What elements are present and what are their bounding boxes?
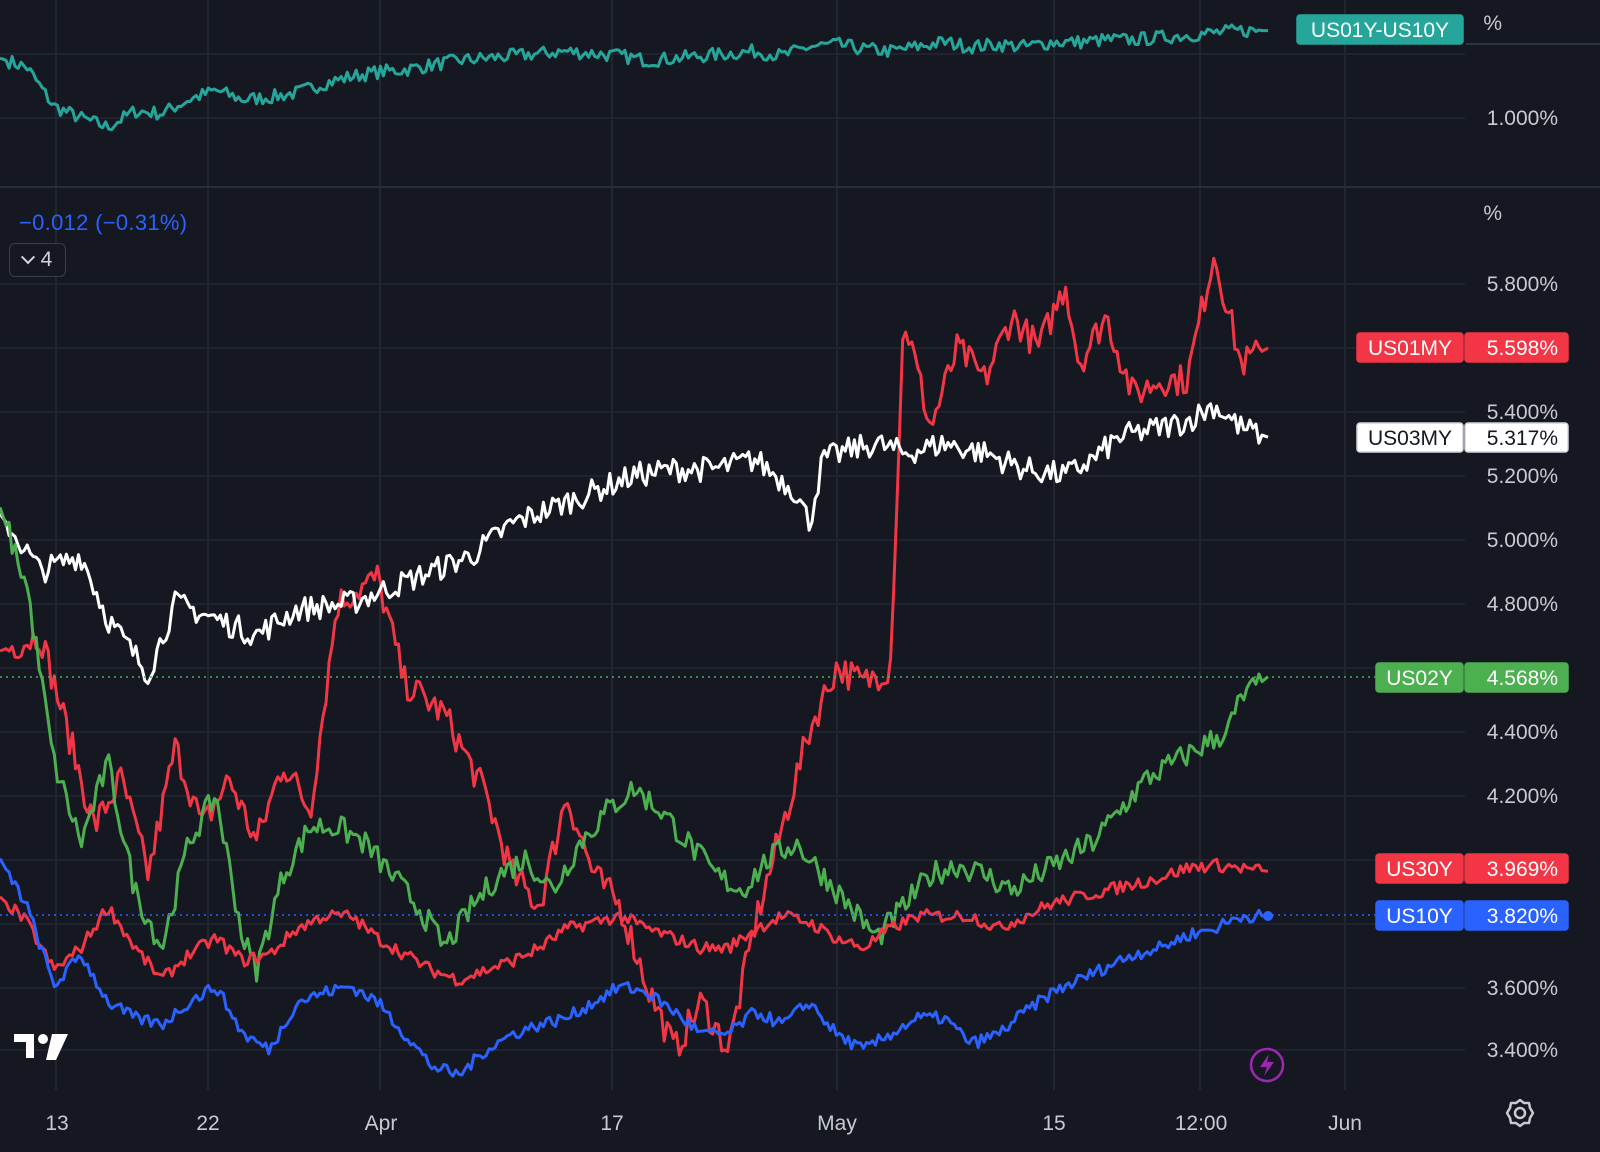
series-line-us01my	[0, 256, 1269, 1057]
series-line-us10y	[0, 857, 1268, 1078]
series-value-label: 5.598%	[1487, 337, 1558, 360]
change-readout: −0.012 (−0.31%)	[19, 210, 188, 235]
x-tick-label: May	[817, 1112, 857, 1135]
x-tick-label: Jun	[1328, 1112, 1362, 1135]
value-tag-us03my: 5.317%	[1464, 422, 1569, 453]
series-tag-us02y[interactable]: US02Y	[1375, 662, 1464, 693]
x-tick-label: 15	[1042, 1112, 1065, 1135]
tradingview-logo-icon[interactable]	[14, 1032, 70, 1062]
collapsed-count: 4	[40, 248, 53, 271]
value-tag-us01my: 5.598%	[1464, 332, 1569, 363]
x-tick-label: 13	[45, 1112, 68, 1135]
series-value-label: 5.317%	[1487, 427, 1558, 450]
series-tag-label: US03MY	[1368, 427, 1452, 450]
chevron-down-icon	[20, 250, 35, 265]
y-tick-label: 3.400%	[1487, 1039, 1558, 1062]
collapse-indicators-button[interactable]: 4	[9, 243, 66, 277]
series-tag-label: US01MY	[1368, 337, 1452, 360]
y-tick-label: 5.400%	[1487, 401, 1558, 424]
series-line-us01y-us10y	[0, 23, 1268, 132]
series-tag-us01my[interactable]: US01MY	[1356, 332, 1464, 363]
value-tag-us02y: 4.568%	[1464, 662, 1569, 693]
y-tick-label: 3.600%	[1487, 977, 1558, 1000]
y-tick-label: 5.000%	[1487, 529, 1558, 552]
y-tick-label: 1.000%	[1487, 107, 1558, 130]
series-tag-us10y[interactable]: US10Y	[1375, 900, 1464, 931]
y-tick-label: 4.800%	[1487, 593, 1558, 616]
x-tick-label: Apr	[365, 1112, 398, 1135]
x-tick-label: 12:00	[1175, 1112, 1228, 1135]
y-tick-label: 5.800%	[1487, 273, 1558, 296]
lightning-icon[interactable]	[1249, 1047, 1285, 1083]
series-line-us30y	[0, 857, 1269, 987]
unit-label: %	[1483, 12, 1502, 35]
series-value-label: 4.568%	[1487, 667, 1558, 690]
last-point-us10y	[1263, 911, 1273, 921]
series-tag-us03my[interactable]: US03MY	[1356, 422, 1464, 453]
series-tag-label: US01Y-US10Y	[1311, 19, 1449, 42]
series-tag-label: US10Y	[1386, 905, 1453, 928]
y-tick-label: 5.200%	[1487, 465, 1558, 488]
value-tag-us30y: 3.969%	[1464, 853, 1569, 884]
series-tag-label: US30Y	[1386, 858, 1453, 881]
series-tag-us30y[interactable]: US30Y	[1375, 853, 1464, 884]
series-line-us03my	[0, 402, 1269, 685]
y-tick-label: 4.400%	[1487, 721, 1558, 744]
gear-icon[interactable]	[1505, 1098, 1535, 1128]
series-tag-us01y-us10y[interactable]: US01Y-US10Y	[1296, 14, 1464, 45]
series-tag-label: US02Y	[1386, 667, 1453, 690]
unit-label: %	[1483, 202, 1502, 225]
grid	[0, 0, 1465, 1090]
x-tick-label: 17	[600, 1112, 623, 1135]
x-tick-label: 22	[196, 1112, 219, 1135]
y-tick-label: 4.200%	[1487, 785, 1558, 808]
value-tag-us10y: 3.820%	[1464, 900, 1569, 931]
series-line-us02y	[0, 506, 1269, 983]
series-value-label: 3.820%	[1487, 905, 1558, 928]
series-value-label: 3.969%	[1487, 858, 1558, 881]
